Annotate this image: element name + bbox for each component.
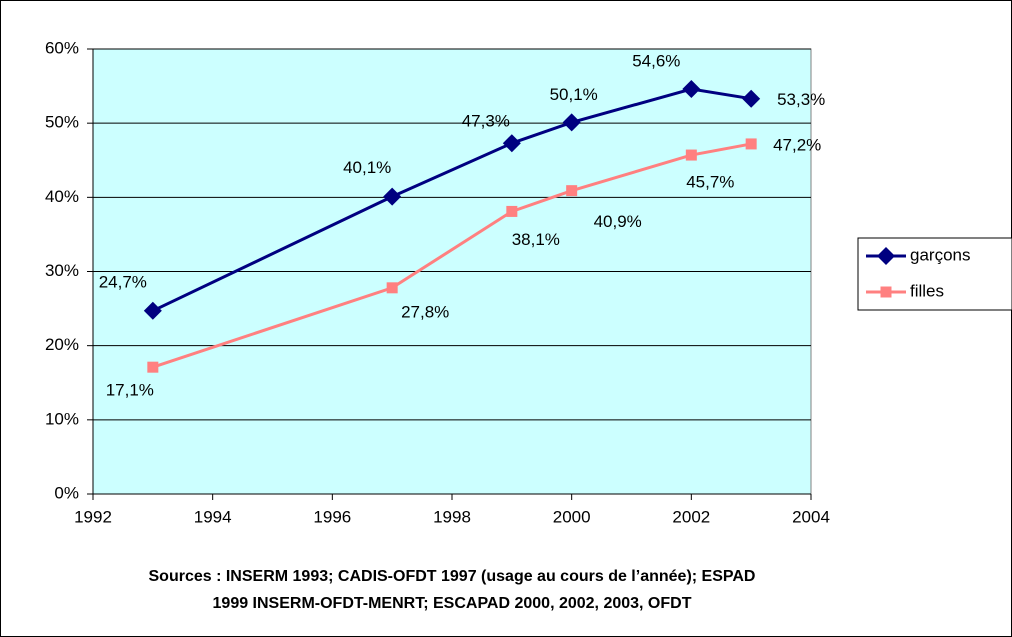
- x-tick-label: 2004: [792, 507, 830, 526]
- data-label: 38,1%: [512, 230, 560, 249]
- marker: [877, 247, 895, 265]
- data-label: 47,2%: [773, 135, 821, 154]
- y-tick-label: 40%: [45, 187, 79, 206]
- x-tick-label: 2000: [553, 507, 591, 526]
- y-tick-label: 10%: [45, 409, 79, 428]
- marker: [147, 361, 159, 373]
- source-line: 1999 INSERM-OFDT-MENRT; ESCAPAD 2000, 20…: [213, 595, 692, 612]
- y-tick-label: 60%: [45, 38, 79, 57]
- marker: [143, 301, 162, 320]
- legend-label: filles: [910, 281, 944, 300]
- data-label: 24,7%: [99, 272, 147, 291]
- y-tick-label: 30%: [45, 261, 79, 280]
- data-label: 47,3%: [462, 112, 510, 131]
- data-label: 27,8%: [401, 302, 449, 321]
- marker: [506, 205, 518, 217]
- x-tick-label: 1998: [433, 507, 471, 526]
- data-label: 45,7%: [686, 173, 734, 192]
- marker: [745, 138, 757, 150]
- data-label: 40,1%: [343, 158, 391, 177]
- marker: [562, 113, 581, 132]
- data-label: 53,3%: [777, 90, 825, 109]
- marker: [502, 134, 521, 153]
- data-label: 17,1%: [106, 381, 154, 400]
- legend-label: garçons: [910, 245, 970, 264]
- y-tick-label: 20%: [45, 335, 79, 354]
- data-label: 40,9%: [594, 212, 642, 231]
- series-line: [152, 142, 752, 369]
- data-label: 50,1%: [550, 85, 598, 104]
- y-tick-label: 50%: [45, 113, 79, 132]
- data-label: 54,6%: [632, 52, 680, 71]
- y-tick-label: 0%: [54, 483, 79, 502]
- marker: [742, 89, 761, 108]
- marker: [685, 149, 697, 161]
- x-tick-label: 1996: [313, 507, 351, 526]
- marker: [880, 286, 892, 298]
- marker: [383, 187, 402, 206]
- source-line: Sources : INSERM 1993; CADIS-OFDT 1997 (…: [149, 568, 756, 585]
- x-tick-label: 1994: [194, 507, 232, 526]
- marker: [682, 80, 701, 99]
- marker: [566, 185, 578, 197]
- x-tick-label: 2002: [672, 507, 710, 526]
- marker: [386, 282, 398, 294]
- x-tick-label: 1992: [74, 507, 112, 526]
- series-line: [152, 87, 752, 313]
